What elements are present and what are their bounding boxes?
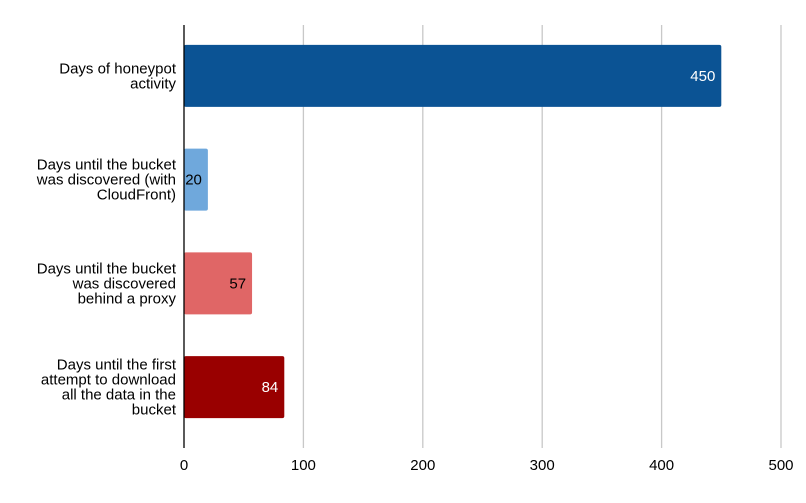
bar-data-label: 20 [185,172,202,189]
x-axis-tick-labels: 0 100 200 300 400 500 [180,457,794,474]
bar [184,148,208,211]
x-tick-label: 300 [530,457,555,474]
x-tick-label: 500 [768,457,793,474]
bar-data-label: 450 [690,68,715,85]
category-label: Days until the first attempt to download a… [41,357,177,419]
bar [184,44,722,107]
x-tick-label: 100 [291,457,316,474]
category-label: Days until the bucket was discovered (wit… [36,157,177,204]
bar [184,356,285,419]
category-labels: Days of honeypot activity Days until the b… [36,60,177,418]
bar [184,252,253,315]
x-tick-label: 400 [649,457,674,474]
x-tick-label: 0 [180,457,188,474]
category-label: Days until the bucket was discovered behin… [37,260,177,307]
data-labels: 450 20 57 84 [185,68,715,396]
x-tick-label: 200 [410,457,435,474]
bars [184,44,722,419]
bar-data-label: 84 [262,379,279,396]
bar-data-label: 57 [229,275,246,292]
category-label: Days of honeypot activity [59,60,177,92]
